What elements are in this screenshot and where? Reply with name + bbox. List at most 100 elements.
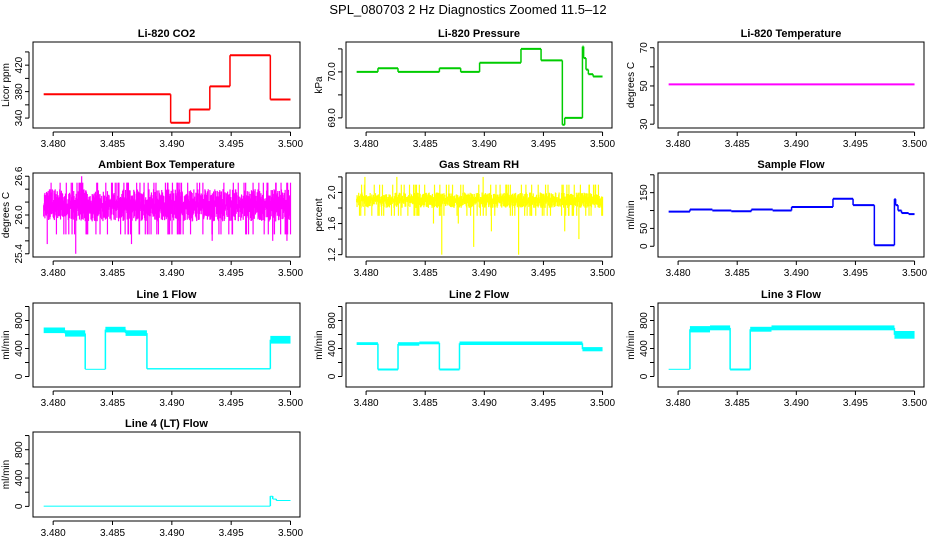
data-series: [43, 54, 291, 124]
panel-title: Line 3 Flow: [761, 289, 821, 301]
y-tick-label: 150: [639, 184, 650, 201]
y-tick-label: 0: [14, 373, 25, 379]
y-tick-label: 0: [14, 503, 25, 509]
x-tick-label: 3.500: [278, 139, 303, 150]
panel-line-1-flow: Line 1 Flow ml/min 3.480 3.485 3.490 3.495 3.5…: [1, 289, 303, 409]
plot-frame: [657, 172, 925, 258]
data-band: [668, 368, 690, 370]
x-tick-label: 3.485: [100, 268, 125, 279]
y-axis-label: ml/min: [1, 330, 12, 359]
y-tick-label: 400: [14, 340, 25, 357]
plot-frame: [32, 172, 301, 258]
x-tick-label: 3.480: [41, 268, 66, 279]
y-tick-label: 400: [14, 469, 25, 486]
y-tick-label: 25.4: [14, 244, 25, 264]
data-band: [276, 500, 291, 501]
data-band: [43, 505, 271, 507]
x-tick-label: 3.490: [159, 528, 184, 539]
x-tick-label: 3.495: [531, 139, 556, 150]
y-tick-label: 380: [14, 83, 25, 100]
x-tick-label: 3.490: [784, 268, 809, 279]
data-series: [43, 495, 291, 507]
x-tick-label: 3.495: [843, 268, 868, 279]
y-tick-label: 800: [639, 312, 650, 329]
plot-frame: [32, 431, 301, 518]
data-series: [668, 197, 915, 247]
y-tick-label: 0: [639, 243, 650, 249]
y-tick-label: 70: [639, 42, 650, 54]
x-tick-label: 3.485: [413, 398, 438, 409]
x-tick-label: 3.490: [159, 139, 184, 150]
data-band: [771, 325, 895, 331]
data-band: [43, 327, 66, 334]
data-band: [125, 330, 147, 336]
y-tick-label: 800: [327, 312, 338, 329]
data-series: [43, 176, 292, 254]
panel-title: Ambient Box Temperature: [98, 159, 235, 171]
data-series: [356, 45, 603, 126]
data-band: [459, 341, 583, 345]
x-tick-label: 3.480: [666, 268, 691, 279]
y-axis-label: degrees C: [626, 62, 637, 108]
y-tick-label: 340: [14, 109, 25, 126]
x-tick-label: 3.485: [100, 398, 125, 409]
x-tick-label: 3.485: [413, 268, 438, 279]
y-tick-label: 26.6: [14, 166, 25, 186]
panel-gas-stream-rh: Gas Stream RH percent 3.480 3.485 3.490 3.495…: [314, 159, 615, 279]
x-tick-label: 3.485: [725, 139, 750, 150]
x-tick-label: 3.490: [784, 398, 809, 409]
x-tick-label: 3.480: [354, 139, 379, 150]
x-tick-label: 3.500: [590, 268, 615, 279]
plot-frame: [32, 302, 301, 388]
data-band: [270, 335, 291, 344]
y-tick-label: 30: [639, 118, 650, 130]
data-band: [146, 368, 271, 370]
y-tick-label: 0: [639, 373, 650, 379]
panel-title: Line 2 Flow: [449, 289, 509, 301]
x-tick-label: 3.495: [219, 528, 244, 539]
data-band: [356, 342, 378, 345]
x-tick-label: 3.490: [784, 139, 809, 150]
x-tick-label: 3.500: [902, 398, 927, 409]
y-tick-label: 70.0: [327, 62, 338, 82]
x-tick-label: 3.500: [278, 268, 303, 279]
x-tick-label: 3.485: [413, 139, 438, 150]
data-series: [356, 341, 603, 371]
panel-title: Li-820 CO2: [138, 28, 195, 40]
x-tick-label: 3.495: [843, 139, 868, 150]
plot-frame: [657, 302, 925, 388]
x-tick-label: 3.490: [472, 398, 497, 409]
y-axis-label: ml/min: [626, 330, 637, 359]
x-tick-label: 3.500: [590, 139, 615, 150]
x-tick-label: 3.485: [100, 139, 125, 150]
x-tick-label: 3.490: [159, 398, 184, 409]
x-tick-label: 3.500: [278, 398, 303, 409]
x-tick-label: 3.500: [278, 528, 303, 539]
x-tick-label: 3.500: [902, 139, 927, 150]
y-tick-label: 69.0: [327, 108, 338, 128]
y-axis-label: Licor ppm: [1, 63, 12, 107]
x-tick-label: 3.480: [354, 268, 379, 279]
data-series: [43, 326, 291, 370]
panel-title: Line 1 Flow: [137, 289, 197, 301]
x-tick-label: 3.485: [100, 528, 125, 539]
data-band: [582, 347, 603, 352]
panel-li-820-temperature: Li-820 Temperature degrees C 3.480 3.485 3.4…: [626, 28, 927, 150]
y-tick-label: 50: [639, 222, 650, 234]
y-tick-label: 800: [14, 441, 25, 458]
data-band: [85, 368, 106, 370]
data-band: [750, 326, 772, 332]
panel-li-820-co2: Li-820 CO2 Licor ppm 3.480 3.485 3.490 3.495 3…: [1, 28, 303, 150]
y-axis-label: degrees C: [1, 192, 12, 238]
main-title: SPL_080703 2 Hz Diagnostics Zoomed 11.5–…: [329, 2, 607, 17]
plot-frame: [345, 302, 613, 388]
plot-frame: [657, 41, 925, 129]
x-tick-label: 3.495: [531, 398, 556, 409]
panel-ambient-box-temperature: Ambient Box Temperature degrees C 3.480 3.4…: [1, 159, 303, 279]
x-tick-label: 3.480: [41, 528, 66, 539]
y-tick-label: 26.0: [14, 205, 25, 225]
y-tick-label: 420: [14, 56, 25, 73]
x-tick-label: 3.495: [843, 398, 868, 409]
y-tick-label: 0: [327, 373, 338, 379]
